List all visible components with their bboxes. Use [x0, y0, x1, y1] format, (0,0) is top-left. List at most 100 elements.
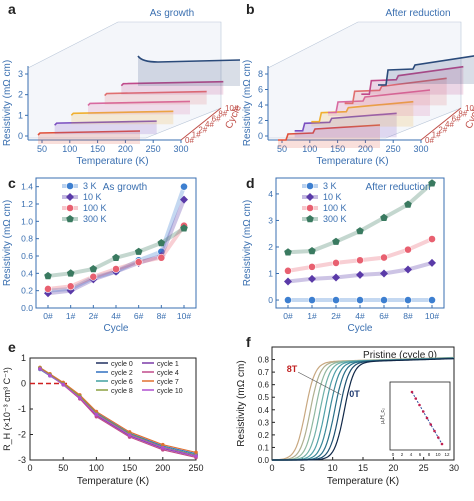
- series-1: [284, 258, 436, 286]
- data-point: [284, 277, 292, 286]
- series-3: [284, 179, 436, 256]
- curve-fill: [278, 125, 380, 148]
- data-point: [48, 373, 52, 378]
- curve-cycle-3: [328, 89, 431, 114]
- y-tick-label: 0.0: [258, 456, 270, 465]
- data-point: [89, 265, 98, 273]
- data-point: [284, 266, 292, 275]
- x-tick-label: 150: [90, 144, 105, 154]
- series-7: [39, 368, 197, 457]
- inset-data-point: [410, 390, 414, 394]
- legend-label: cycle 7: [157, 379, 179, 386]
- x-axis-label: Cycle: [103, 323, 128, 334]
- data-point: [356, 296, 364, 304]
- curve-cycle-5: [120, 80, 224, 87]
- inset-x-tick-label: 12: [444, 452, 450, 457]
- x-tick-label: 6#: [134, 311, 144, 321]
- series-1: [44, 195, 188, 298]
- y-tick-label: 0.6: [21, 251, 33, 261]
- inset-data-point: [414, 397, 418, 400]
- data-point: [194, 454, 198, 458]
- x-axis-label: Temperature (K): [316, 156, 388, 167]
- curve-fill: [378, 55, 474, 85]
- legend-label: cycle 6: [111, 379, 133, 386]
- data-point: [404, 200, 412, 208]
- field-arrow: [297, 371, 342, 395]
- y-axis-label: Resistivity (mΩ cm): [2, 200, 13, 286]
- cycle-tick-label: 1#: [192, 131, 201, 140]
- data-point: [66, 182, 74, 190]
- data-point: [308, 274, 316, 283]
- series-5: [39, 366, 197, 453]
- x-tick-label: 50: [58, 463, 68, 473]
- data-point: [428, 179, 436, 187]
- series-0: [284, 296, 436, 304]
- y-tick-label: 1.2: [21, 199, 33, 209]
- y-tick-label: 0.6: [258, 381, 270, 390]
- series-line: [47, 198, 186, 296]
- data-point: [428, 235, 436, 243]
- legend-label: 3 K: [323, 181, 337, 191]
- cycle-tick-label: 10#: [225, 104, 239, 113]
- data-point: [284, 296, 292, 304]
- inset-x-tick-label: 6: [419, 452, 422, 457]
- data-point: [284, 248, 292, 256]
- y-tick-label: 0.2: [21, 286, 33, 296]
- inset-frame: [389, 381, 451, 451]
- x-tick-label: 6#: [379, 311, 389, 321]
- y-tick-label: 0.0: [21, 303, 33, 313]
- data-point: [127, 433, 132, 437]
- curve-cycle-5: [361, 65, 464, 95]
- cycle-tick-label: 6#: [452, 115, 461, 124]
- chart-e: 0 50 100 150 200 250 1 0 -1 -2 -3 Temperature (K) R_…: [2, 353, 204, 487]
- x-tick-label: 50: [277, 144, 287, 154]
- legend-label: cycle 1: [157, 361, 179, 368]
- cycle-axis-label: Cycle: [463, 103, 474, 131]
- cycle-tick-label: 4#: [445, 120, 454, 129]
- curve-fill: [54, 121, 157, 135]
- data-point: [356, 256, 364, 265]
- field-label-0T: 0T: [349, 389, 360, 399]
- cycle-axis: [420, 107, 462, 141]
- legend-label: 100 K: [83, 203, 107, 213]
- y-tick-label: 0: [21, 379, 26, 389]
- y-tick-label: 0: [268, 295, 273, 305]
- data-point: [428, 258, 436, 267]
- y-axis-label: Resistivity (mΩ cm): [242, 200, 253, 286]
- y-tick-label: 1: [21, 353, 26, 363]
- y-tick-label: 8: [258, 69, 263, 79]
- x-tick-label: 0: [27, 463, 32, 473]
- x-tick-label: 100: [62, 144, 77, 154]
- cycle-tick-label: 0#: [425, 136, 434, 145]
- panel-label-b: b: [246, 1, 255, 17]
- chart-title: As growth: [103, 182, 147, 193]
- inset-x-tick-label: 4: [410, 452, 413, 457]
- legend-label: 300 K: [323, 214, 347, 224]
- data-point: [332, 273, 340, 282]
- panel-label-a: a: [8, 1, 16, 17]
- x-tick-label: 10#: [177, 311, 191, 321]
- cycle-tick-label: 1#: [432, 131, 441, 140]
- inset-data-point: [418, 403, 421, 407]
- curve-cycle-3: [87, 100, 191, 106]
- curve-cycle-6: [378, 55, 474, 86]
- data-point: [332, 258, 340, 267]
- curve-fill: [294, 113, 397, 138]
- cycle-tick-label: 6#: [212, 115, 221, 124]
- panel-label-d: d: [246, 175, 255, 191]
- x-tick-label: 1#: [307, 311, 317, 321]
- panel-label-e: e: [8, 339, 16, 355]
- chart-c: 0.0 0.2 0.4 0.6 0.8 1.0 1.2 1.4 0# 1# 2# 4# 6# 8# 10# C…: [2, 177, 197, 334]
- inset-fit-line: [411, 391, 443, 445]
- y-axis-label: Resistivity (mΩ cm): [236, 360, 247, 446]
- curve-fill: [311, 101, 414, 127]
- x-tick-label: 20: [388, 463, 398, 473]
- legend-label: 10 K: [323, 192, 342, 202]
- curve-fill: [71, 111, 174, 125]
- cycle-axis: [180, 107, 222, 141]
- data-point: [180, 195, 188, 204]
- inset-data-point: [433, 429, 436, 433]
- inset-x-tick-label: 8: [428, 452, 431, 457]
- y-tick-label: 1.0: [21, 216, 33, 226]
